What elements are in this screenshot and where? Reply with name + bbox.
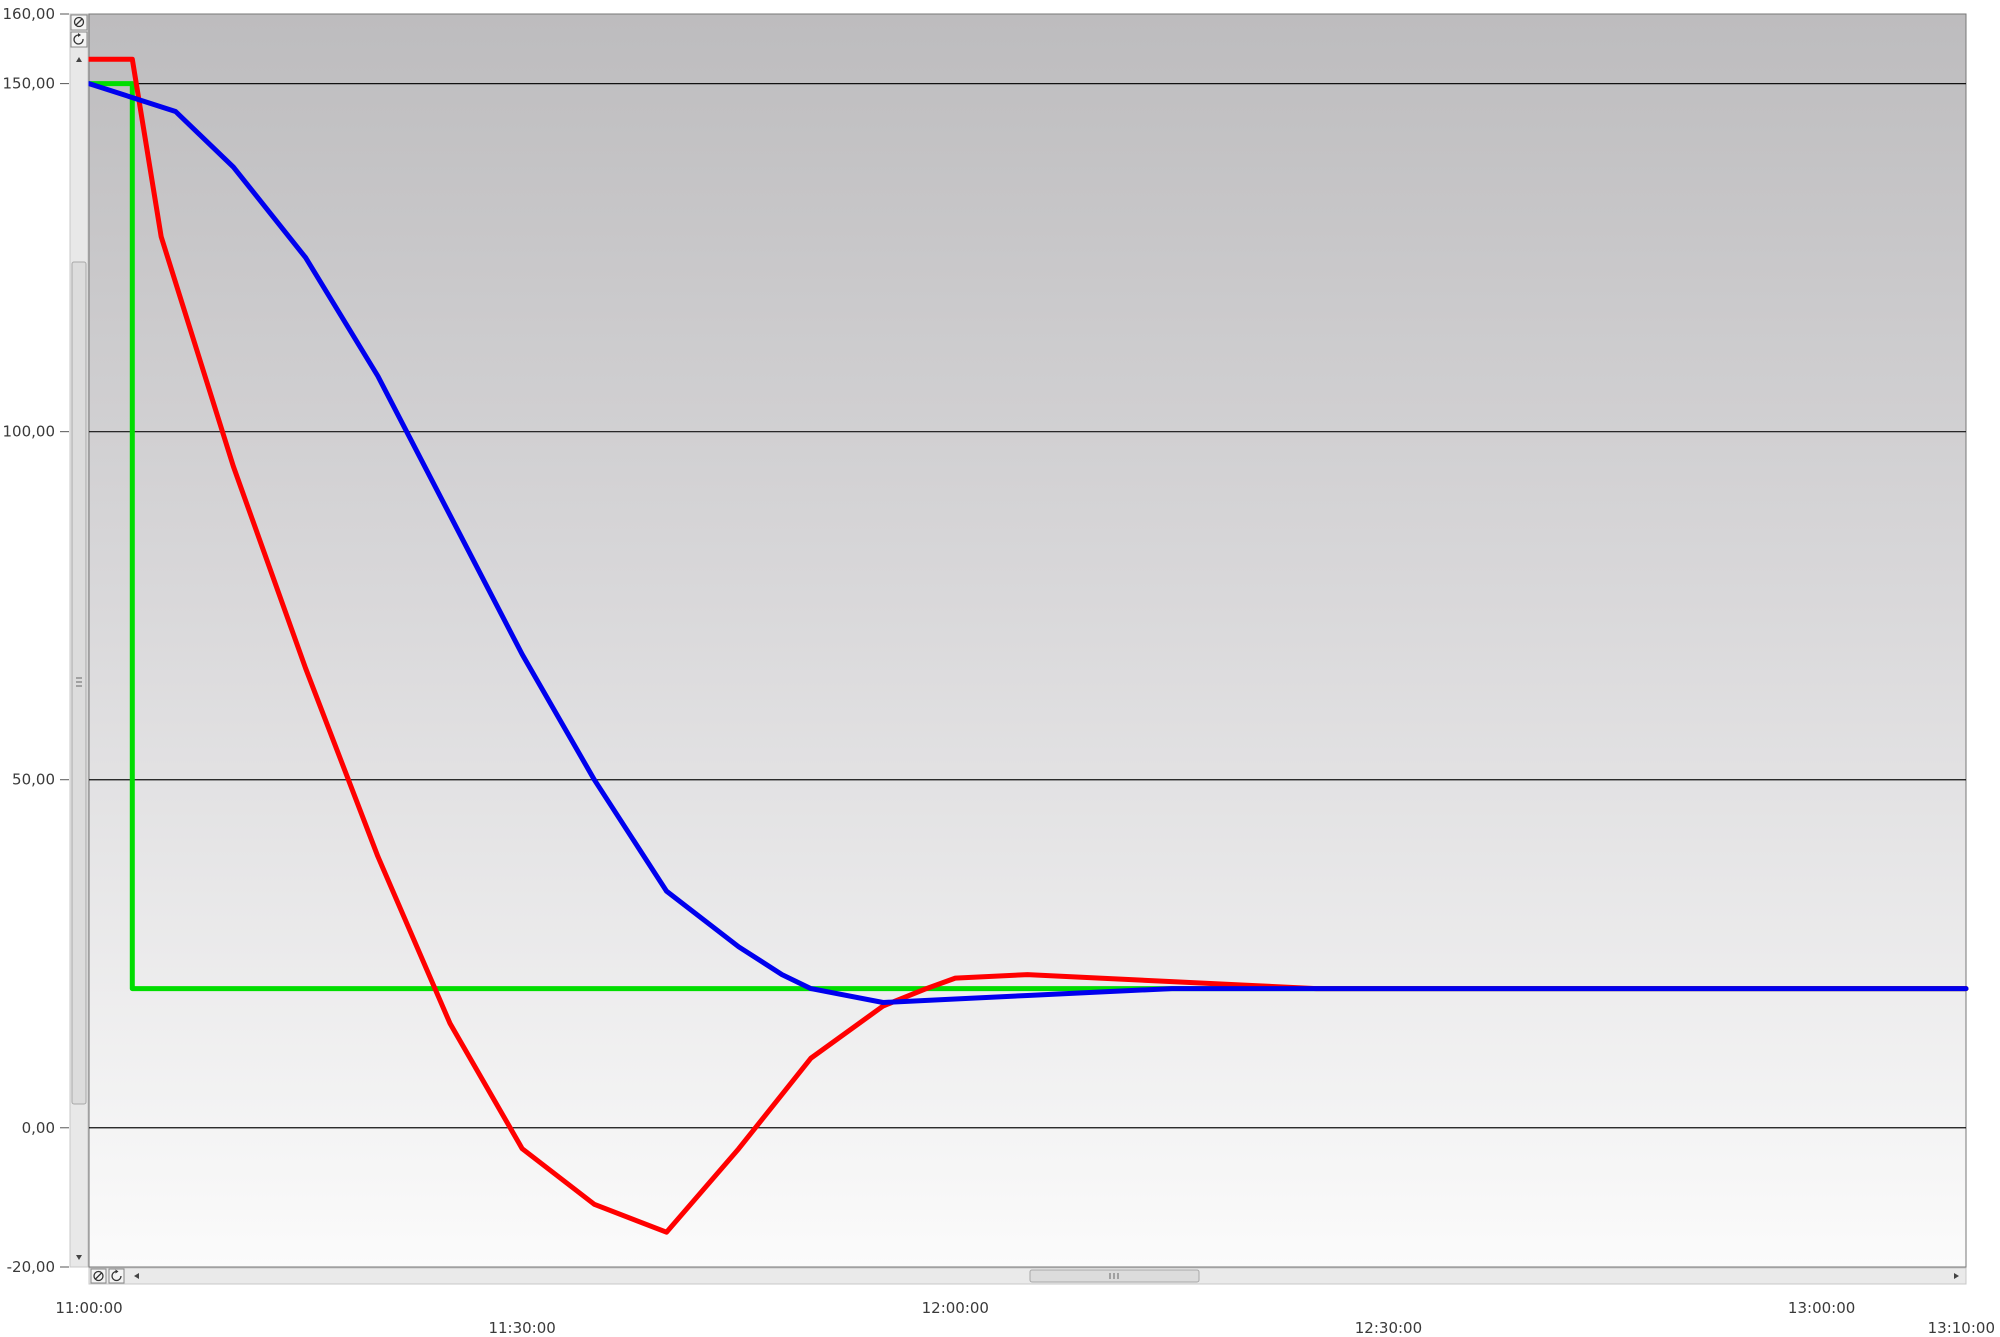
horizontal-grip-icon (1109, 1273, 1119, 1279)
plot-area (88, 13, 1967, 1268)
scroll-down-arrow-icon[interactable] (76, 1255, 82, 1260)
y-tick-label: 50,00 (12, 771, 55, 789)
x-axis: 11:00:00 11:30:00 12:00:00 12:30:00 13:00:00… (55, 1299, 1995, 1337)
series-line-1 (86, 81, 1969, 992)
vertical-scrollbar[interactable] (69, 13, 89, 1268)
scroll-right-arrow-icon[interactable] (1954, 1273, 1959, 1279)
vertical-grip-icon (76, 677, 82, 687)
series-layer (86, 56, 1969, 1235)
scroll-left-arrow-icon[interactable] (134, 1273, 139, 1279)
x-tick-label: 13:00:00 (1788, 1299, 1855, 1317)
y-tick-label: 150,00 (3, 75, 56, 93)
y-tick-label: 100,00 (3, 423, 56, 441)
horizontal-scrollbar[interactable] (88, 1267, 1967, 1285)
vertical-scroll-thumb[interactable] (71, 261, 87, 1105)
y-tick-label: 0,00 (22, 1119, 55, 1137)
series-line-3 (86, 81, 1969, 1005)
x-tick-label: 11:30:00 (488, 1319, 555, 1337)
y-refresh-icon[interactable] (70, 31, 88, 48)
y-zoom-reset-icon[interactable] (70, 14, 88, 31)
gridlines (89, 83, 1966, 1129)
y-tick-label: 160,00 (3, 5, 56, 23)
x-tick-label: 11:00:00 (55, 1299, 122, 1317)
y-tick-label: -20,00 (7, 1258, 55, 1276)
x-tick-label: 12:30:00 (1355, 1319, 1422, 1337)
x-refresh-icon[interactable] (108, 1268, 125, 1284)
x-zoom-reset-icon[interactable] (90, 1268, 107, 1284)
scroll-up-arrow-icon[interactable] (76, 57, 82, 62)
x-tick-label: 12:00:00 (922, 1299, 989, 1317)
x-tick-label: 13:10:00 (1928, 1319, 1995, 1337)
y-axis: 160,00 150,00 100,00 50,00 0,00 -20,00 (3, 5, 69, 1276)
